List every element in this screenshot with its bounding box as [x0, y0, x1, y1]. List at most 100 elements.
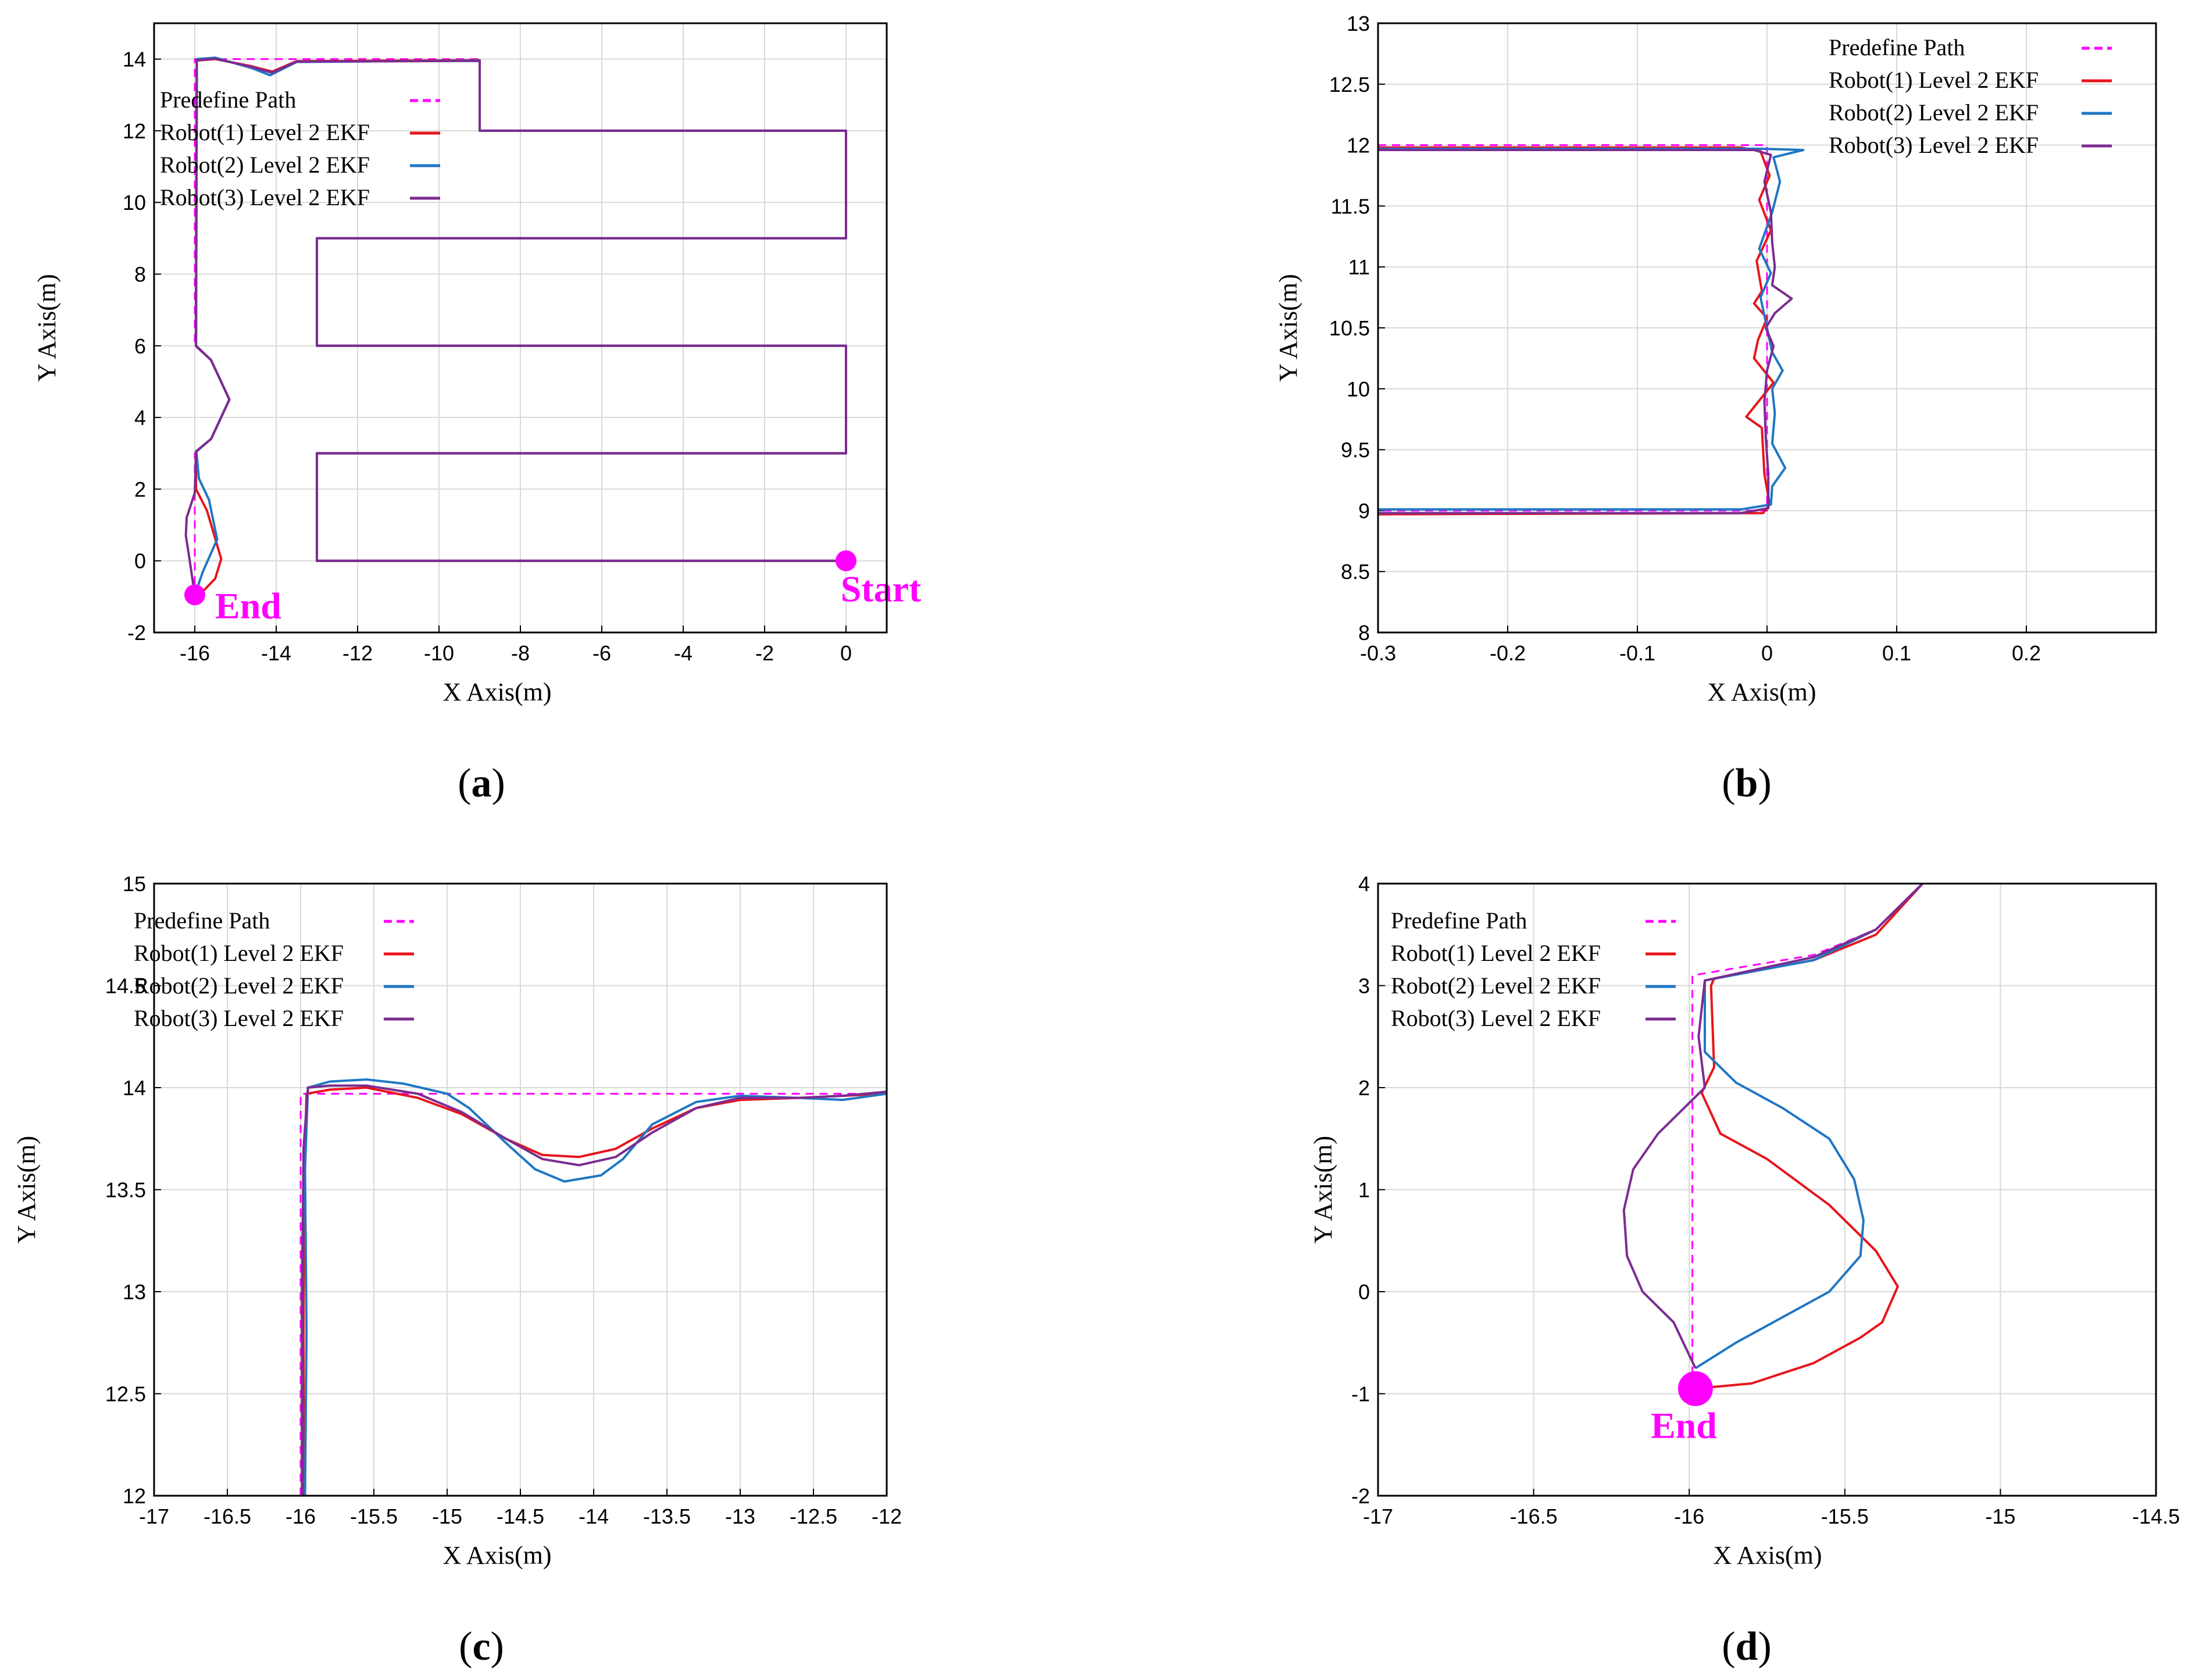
subfigure-caption: (d) — [1722, 1624, 1772, 1669]
legend-label: Robot(1) Level 2 EKF — [134, 940, 344, 966]
marker-start — [836, 550, 856, 571]
x-tick-label: -16.5 — [204, 1504, 251, 1528]
marker-end — [184, 584, 205, 606]
legend-label: Predefine Path — [160, 87, 296, 113]
chart-c: -17 -16.5 -16 -15.5 -15 -14.5 -14 -13.5 -13 -12.5… — [12, 872, 902, 1669]
legend-label: Predefine Path — [1391, 907, 1527, 934]
x-axis-label: X Axis(m) — [443, 1541, 552, 1570]
x-tick-label: -8 — [511, 641, 530, 665]
caption-open: ( — [1722, 1624, 1735, 1669]
x-axis-label: X Axis(m) — [1708, 678, 1816, 706]
x-tick-label: 0 — [840, 641, 852, 665]
caption-letter: d — [1736, 1624, 1758, 1669]
legend-label: Robot(1) Level 2 EKF — [1391, 940, 1601, 966]
x-tick-label: -17 — [139, 1504, 169, 1528]
y-tick-label: 12 — [123, 1484, 146, 1508]
y-tick-label: 4 — [1358, 872, 1370, 896]
y-axis-label: Y Axis(m) — [1274, 274, 1302, 381]
x-tick-label: -12 — [342, 641, 373, 665]
caption-close: ) — [1758, 1624, 1771, 1669]
x-tick-label: -0.3 — [1360, 641, 1396, 665]
legend-label: Robot(3) Level 2 EKF — [1391, 1005, 1601, 1031]
marker-label: End — [1651, 1405, 1717, 1446]
x-tick-label: -2 — [755, 641, 774, 665]
x-tick-label: -12.5 — [790, 1504, 837, 1528]
caption-letter: c — [472, 1624, 490, 1669]
y-tick-label: 10.5 — [1329, 316, 1370, 340]
y-tick-label: 4 — [134, 406, 146, 430]
y-tick-label: 3 — [1358, 974, 1370, 998]
series-group — [184, 56, 847, 596]
caption-open: ( — [1722, 761, 1735, 806]
x-tick-label: -14.5 — [497, 1504, 544, 1528]
x-axis-label: X Axis(m) — [443, 678, 552, 706]
y-tick-label: 13.5 — [105, 1178, 146, 1202]
y-tick-label: 0 — [1358, 1280, 1370, 1304]
plot-frame — [1377, 882, 2157, 1497]
y-tick-label: 12 — [123, 119, 146, 143]
plot-frame — [153, 882, 888, 1497]
y-tick-label: 10 — [1347, 377, 1370, 401]
legend-label: Robot(2) Level 2 EKF — [1829, 99, 2039, 126]
chart-d: -17 -16.5 -16 -15.5 -15 -14.5 -2 -1 0 1 2 3 4 End Pred… — [1309, 872, 2180, 1669]
series-group — [299, 1078, 887, 1496]
y-tick-label: 1 — [1358, 1178, 1370, 1202]
x-tick-label: -0.2 — [1490, 641, 1526, 665]
x-tick-label: -4 — [674, 641, 693, 665]
legend-label: Robot(3) Level 2 EKF — [134, 1005, 344, 1031]
series-group — [1378, 144, 1805, 516]
legend-label: Predefine Path — [1829, 34, 1965, 60]
caption-open: ( — [458, 761, 471, 806]
x-tick-label: -10 — [424, 641, 454, 665]
series-line-predefine-path — [1378, 144, 1768, 512]
x-tick-label: -14 — [579, 1504, 609, 1528]
marker-end — [1677, 1371, 1713, 1406]
y-tick-label: 14 — [123, 1076, 146, 1100]
y-tick-label: 8.5 — [1341, 560, 1370, 584]
series-line-robot-3 — [1622, 884, 1924, 1369]
legend: Predefine Path Robot(1) Level 2 EKF Robot(… — [1391, 907, 1676, 1031]
legend-label: Robot(1) Level 2 EKF — [160, 119, 370, 145]
y-tick-label: 13 — [123, 1280, 146, 1304]
legend-label: Robot(1) Level 2 EKF — [1829, 67, 2039, 93]
legend: Predefine Path Robot(1) Level 2 EKF Robot(… — [160, 87, 440, 210]
marker-label: End — [215, 585, 281, 626]
chart-b: -0.3 -0.2 -0.1 0 0.1 0.2 8 8.5 9 9.5 10 10.5 11 11.5 1… — [1274, 12, 2157, 806]
y-tick-label: 15 — [123, 872, 146, 896]
x-tick-label: -16 — [180, 641, 210, 665]
y-tick-label: 11 — [1348, 255, 1370, 279]
y-tick-label: 11.5 — [1331, 194, 1370, 218]
series-line-robot-2 — [1378, 147, 1805, 511]
x-tick-label: -15.5 — [1821, 1504, 1869, 1528]
series-line-robot-2 — [1694, 884, 1924, 1370]
series-group — [1622, 884, 1924, 1390]
legend-label: Robot(2) Level 2 EKF — [134, 973, 344, 999]
legend: Predefine Path Robot(1) Level 2 EKF Robot(… — [134, 907, 414, 1031]
x-tick-label: -15 — [1985, 1504, 2015, 1528]
y-tick-label: 12.5 — [1329, 73, 1370, 96]
series-line-robot-3 — [301, 1084, 887, 1496]
x-tick-label: -13.5 — [643, 1504, 691, 1528]
x-tick-label: -0.1 — [1619, 641, 1655, 665]
x-tick-label: -16.5 — [1510, 1504, 1558, 1528]
series-line-predefine-path — [1691, 884, 1923, 1389]
x-tick-label: -13 — [725, 1504, 755, 1528]
plot-frame — [1377, 22, 2157, 634]
y-tick-label: -2 — [1351, 1484, 1370, 1508]
chart-a: -16 -14 -12 -10 -8 -6 -4 -2 0 -2 0 2 4 6 8 10 12 14 Start E… — [33, 22, 922, 806]
x-tick-label: 0.1 — [1882, 641, 1911, 665]
y-tick-label: 9.5 — [1341, 438, 1370, 462]
y-axis-label: Y Axis(m) — [12, 1136, 41, 1243]
x-axis-label: X Axis(m) — [1714, 1541, 1822, 1570]
subfigure-caption: (a) — [458, 761, 505, 806]
y-tick-label: 14 — [123, 48, 146, 72]
x-tick-label: 0 — [1761, 641, 1773, 665]
x-tick-label: -12 — [872, 1504, 902, 1528]
y-tick-label: 2 — [134, 477, 146, 501]
y-tick-label: 8 — [134, 263, 146, 287]
caption-letter: a — [472, 761, 492, 806]
y-tick-label: 10 — [123, 191, 146, 215]
y-tick-label: 2 — [1358, 1076, 1370, 1100]
x-tick-label: -14 — [261, 641, 291, 665]
